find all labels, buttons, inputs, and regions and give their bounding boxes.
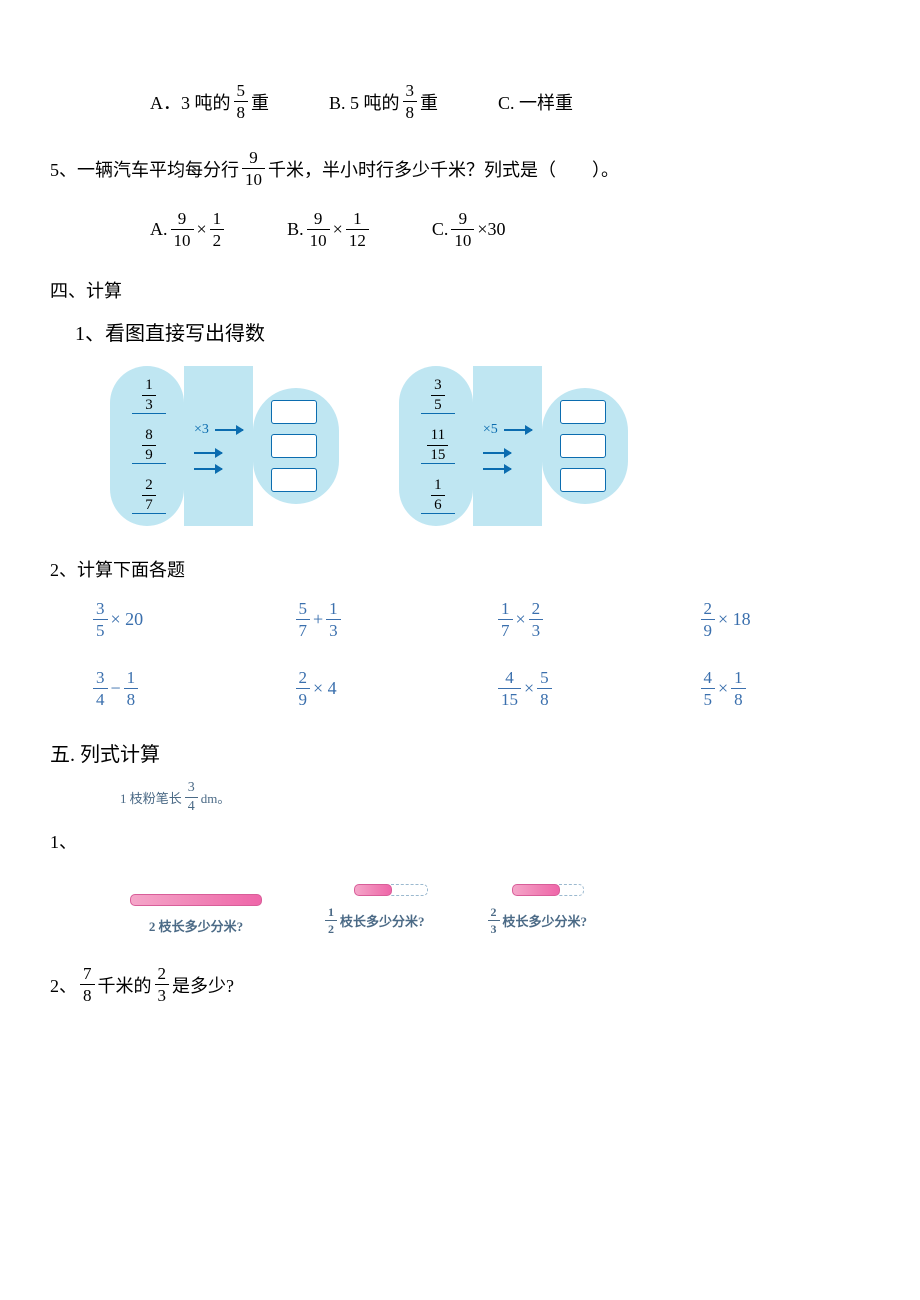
q5-a-op: × — [197, 219, 207, 240]
sec4-sub1: 1、看图直接写出得数 — [50, 317, 870, 346]
arrow-icon — [504, 429, 532, 431]
sec5-q2-f1: 78 — [80, 965, 95, 1004]
chalk-row: 2 枝长多少分米? 12枝长多少分米? 23枝长多少分米? — [50, 884, 870, 935]
opt-a-frac: 58 — [234, 82, 249, 121]
diagram-left-op-label: ×3 — [194, 422, 209, 438]
chalk-item: 2 枝长多少分米? — [130, 894, 262, 935]
diagram-left: 13 89 27 ×3 — [110, 366, 339, 526]
q5-b-lbl: B. — [287, 219, 304, 240]
diagram-left-outputs — [253, 388, 339, 504]
q5-b-f2: 112 — [346, 210, 369, 249]
chalk-icon — [354, 884, 392, 896]
answer-box[interactable] — [271, 468, 317, 492]
answer-box[interactable] — [271, 400, 317, 424]
opt-b-pre: B. 5 吨的 — [329, 89, 400, 115]
q5-a-f2: 12 — [210, 210, 225, 249]
q5-a-lbl: A. — [150, 219, 168, 240]
opt-a: A．3 吨的 58 重 — [150, 82, 269, 121]
arrow-icon — [194, 452, 222, 454]
opt-a-post: 重 — [251, 89, 269, 115]
sec5-title: 五. 列式计算 — [50, 738, 870, 767]
q5-opt-c: C. 910 ×30 — [432, 210, 506, 249]
q5-c-lbl: C. — [432, 219, 449, 240]
arrow-icon — [483, 452, 511, 454]
sec4-sub2: 2、计算下面各题 — [50, 556, 870, 582]
chalk-intro-a: 1 枝粉笔长 — [120, 788, 182, 807]
diagram-right-inputs: 35 1115 16 — [399, 366, 473, 526]
sec5-q1-intro: 1 枝粉笔长 34 dm。 — [50, 781, 870, 814]
chalk-intro-b: dm。 — [201, 788, 231, 807]
q5-frac: 910 — [242, 149, 265, 188]
diagram-right-op: ×5 — [473, 366, 542, 526]
calc-expr: 57 + 13 — [293, 600, 466, 639]
chalk-icon — [512, 884, 560, 896]
diagram-left-inputs: 13 89 27 — [110, 366, 184, 526]
opt-a-pre: A．3 吨的 — [150, 89, 231, 115]
diagram-right-op-label: ×5 — [483, 422, 498, 438]
calc-expr: 34 − 18 — [90, 669, 263, 708]
answer-box[interactable] — [560, 468, 606, 492]
sec5-q2-end: 是多少? — [172, 972, 234, 998]
chalk-item: 23枝长多少分米? — [485, 884, 588, 935]
chalk-label: 12枝长多少分米? — [322, 906, 425, 935]
opt-b: B. 5 吨的 38 重 — [329, 82, 438, 121]
chalk-label: 23枝长多少分米? — [485, 906, 588, 935]
q5-c-f1: 910 — [451, 210, 474, 249]
diagram-right: 35 1115 16 ×5 — [399, 366, 628, 526]
arrow-icon — [194, 468, 222, 470]
arrow-icon — [483, 468, 511, 470]
diagram-right-outputs — [542, 388, 628, 504]
opt-b-frac: 38 — [403, 82, 418, 121]
calc-expr: 29 × 18 — [698, 600, 871, 639]
q5-text-b: 千米，半小时行多少千米？列式是（ ）。 — [268, 156, 619, 182]
calc-expr: 35 × 20 — [90, 600, 263, 639]
q5: 5、 一辆汽车平均每分行 910 千米，半小时行多少千米？列式是（ ）。 — [50, 149, 870, 188]
answer-box[interactable] — [271, 434, 317, 458]
q5-opt-a: A. 910 × 12 — [150, 210, 227, 249]
calc-grid: 35 × 20 57 + 13 17 × 23 29 × 18 34 − 18 29 × … — [50, 600, 870, 708]
q5-options: A. 910 × 12 B. 910 × 112 C. 910 ×30 — [50, 210, 870, 249]
q5-b-f1: 910 — [307, 210, 330, 249]
q5-c-op: ×30 — [477, 219, 505, 240]
answer-box[interactable] — [560, 434, 606, 458]
diagram-row: 13 89 27 ×3 35 1115 16 ×5 — [50, 366, 870, 526]
q5-num: 5、 — [50, 156, 77, 182]
calc-expr: 29 × 4 — [293, 669, 466, 708]
sec5-q1-num: 1、 — [50, 828, 870, 854]
chalk-intro-frac: 34 — [185, 781, 198, 814]
calc-expr: 45 × 18 — [698, 669, 871, 708]
chalk-item: 12枝长多少分米? — [322, 884, 425, 935]
q5-text-a: 一辆汽车平均每分行 — [77, 156, 239, 182]
calc-expr: 415 × 58 — [495, 669, 668, 708]
calc-expr: 17 × 23 — [495, 600, 668, 639]
answer-box[interactable] — [560, 400, 606, 424]
opt-c: C. 一样重 — [498, 89, 573, 115]
chalk-icon — [130, 894, 262, 906]
prev-question-options: A．3 吨的 58 重 B. 5 吨的 38 重 C. 一样重 — [50, 82, 870, 121]
q5-b-op: × — [333, 219, 343, 240]
q5-a-f1: 910 — [171, 210, 194, 249]
sec5-q2-mid: 千米的 — [98, 972, 152, 998]
opt-b-post: 重 — [420, 89, 438, 115]
q5-opt-b: B. 910 × 112 — [287, 210, 372, 249]
chalk-label: 2 枝长多少分米? — [149, 916, 243, 935]
sec5-q2-num: 2、 — [50, 972, 77, 998]
sec4-title: 四、计算 — [50, 277, 870, 303]
diagram-left-op: ×3 — [184, 366, 253, 526]
sec5-q2-f2: 23 — [155, 965, 170, 1004]
arrow-icon — [215, 429, 243, 431]
sec5-q2: 2、 78 千米的 23 是多少? — [50, 965, 870, 1004]
